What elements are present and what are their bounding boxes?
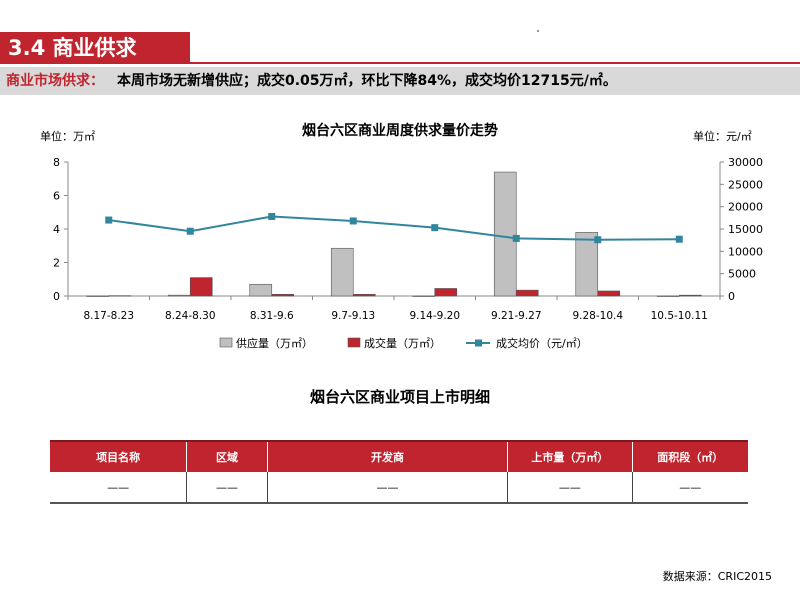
table-cell: —— — [632, 472, 748, 504]
x-tick-label: 9.21-9.27 — [491, 310, 542, 322]
legend-supply-swatch — [219, 337, 233, 348]
transaction-bar — [597, 290, 621, 297]
header-project-name: 项目名称 — [50, 440, 188, 472]
transaction-bar — [515, 289, 539, 297]
x-tick-label: 8.31-9.6 — [250, 310, 294, 322]
table-cell: —— — [507, 472, 633, 504]
legend-supply-label: 供应量（万㎡） — [236, 336, 313, 350]
avg-price-point — [268, 212, 276, 220]
header-developer: 开发商 — [267, 440, 509, 472]
avg-price-point — [431, 224, 439, 232]
supply-bar — [656, 295, 680, 297]
table-header-row: 项目名称 区域 开发商 上市量（万㎡） 面积段（㎡） — [50, 440, 748, 472]
avg-price-point — [186, 227, 194, 235]
right-tick-label: 0 — [728, 290, 735, 303]
right-tick-label: 20000 — [728, 201, 763, 214]
x-tick-label: 10.5-10.11 — [651, 310, 708, 322]
header-supply-volume: 上市量（万㎡） — [507, 440, 633, 472]
transaction-bar — [678, 294, 702, 297]
header-district: 区域 — [186, 440, 268, 472]
title-divider — [190, 62, 800, 64]
table-cell: —— — [267, 472, 509, 504]
x-tick-label: 8.17-8.23 — [83, 310, 134, 322]
right-axis-unit: 单位：元/㎡ — [693, 129, 752, 143]
x-tick-label: 8.24-8.30 — [165, 310, 216, 322]
supply-bar — [249, 283, 273, 297]
legend-transaction-swatch — [347, 337, 361, 348]
x-tick-label: 9.14-9.20 — [409, 310, 460, 322]
supply-bar — [575, 232, 599, 297]
table-cell: —— — [50, 472, 188, 504]
x-tick-label: 9.28-10.4 — [572, 310, 623, 322]
supply-demand-chart: 烟台六区商业周度供求量价走势 单位：万㎡ 单位：元/㎡ 0 2 4 6 8 0 5000 10000… — [40, 122, 763, 350]
table-cell: —— — [186, 472, 268, 504]
right-tick-label: 10000 — [728, 245, 763, 258]
right-tick-label: 25000 — [728, 178, 763, 191]
transaction-bar — [108, 295, 132, 297]
data-source: 数据来源：CRIC2015 — [662, 570, 772, 583]
transaction-bar — [352, 294, 376, 297]
left-tick-label: 4 — [53, 223, 60, 236]
table-row: —— —— —— —— —— — [50, 472, 748, 504]
supply-bar — [330, 247, 354, 297]
decorative-dot — [537, 30, 539, 32]
supply-bar — [86, 295, 110, 297]
avg-price-point — [349, 217, 357, 225]
section-title: 3.4 商业供求 — [8, 36, 137, 60]
left-tick-label: 0 — [53, 290, 60, 303]
avg-price-point — [512, 234, 520, 242]
summary-bar: 商业市场供求： 本周市场无新增供应；成交0.05万㎡，环比下降84%，成交均价1… — [0, 67, 800, 95]
avg-price-point — [105, 216, 113, 224]
transaction-bar — [271, 294, 295, 297]
summary-text: 本周市场无新增供应；成交0.05万㎡，环比下降84%，成交均价12715元/㎡。 — [117, 73, 617, 89]
legend-transaction-label: 成交量（万㎡） — [364, 336, 441, 350]
right-tick-label: 15000 — [728, 223, 763, 236]
section-title-bar: 3.4 商业供求 — [0, 32, 190, 64]
supply-bar — [412, 295, 436, 297]
left-axis-unit: 单位：万㎡ — [40, 129, 95, 143]
summary-label: 商业市场供求： — [6, 73, 104, 89]
right-tick-label: 5000 — [728, 268, 756, 281]
header-area-range: 面积段（㎡） — [632, 440, 748, 472]
avg-price-line — [108, 215, 680, 241]
table-title: 烟台六区商业项目上市明细 — [309, 388, 490, 406]
project-listing-table: 项目名称 区域 开发商 上市量（万㎡） 面积段（㎡） —— —— —— —— —… — [50, 440, 748, 504]
legend-avg-price-marker — [475, 339, 482, 347]
left-tick-label: 2 — [53, 257, 60, 270]
left-tick-label: 6 — [53, 190, 60, 203]
transaction-bar — [434, 288, 458, 297]
transaction-bar — [189, 277, 213, 297]
avg-price-point — [594, 236, 602, 244]
legend-avg-price-label: 成交均价（元/㎡） — [496, 336, 588, 350]
avg-price-point — [675, 235, 683, 243]
left-tick-label: 8 — [53, 156, 60, 169]
supply-bar — [493, 171, 517, 297]
right-tick-label: 30000 — [728, 156, 763, 169]
chart-title: 烟台六区商业周度供求量价走势 — [302, 122, 498, 139]
supply-bar — [167, 294, 191, 297]
x-tick-label: 9.7-9.13 — [331, 310, 375, 322]
